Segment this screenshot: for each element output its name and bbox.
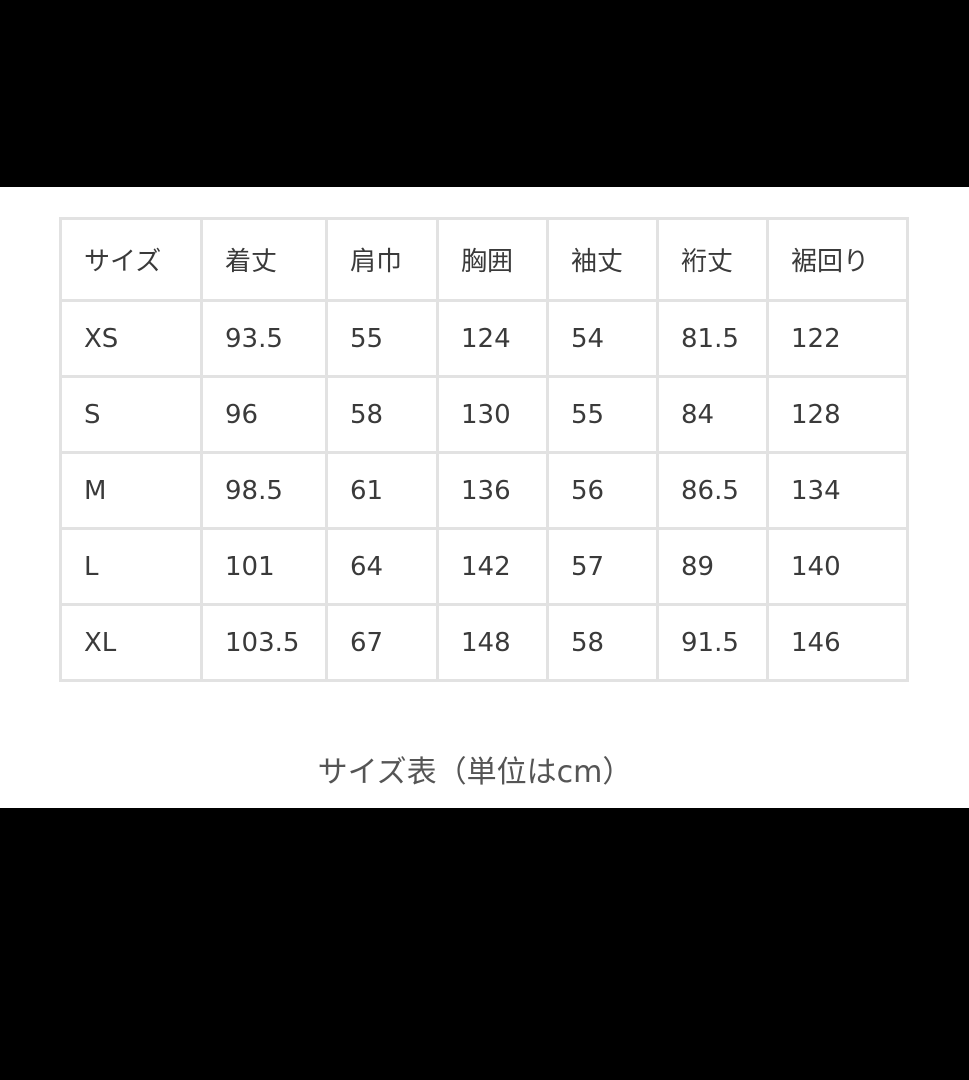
table-cell: XS: [59, 299, 203, 378]
table-cell: 124: [436, 299, 549, 378]
header-cell: 胸囲: [436, 217, 549, 302]
header-cell: 裾回り: [766, 217, 909, 302]
table-cell: 96: [200, 375, 328, 454]
table-cell: 122: [766, 299, 909, 378]
table-row: S 96 58 130 55 84 128: [59, 375, 909, 454]
table-cell: 91.5: [656, 603, 769, 682]
size-table: サイズ 着丈 肩巾 胸囲 袖丈 裄丈 裾回り XS 93.5 55 124 54 81.5 122 S 96 5…: [59, 217, 909, 682]
table-cell: 67: [325, 603, 439, 682]
table-cell: 55: [325, 299, 439, 378]
table-row: L 101 64 142 57 89 140: [59, 527, 909, 606]
header-cell: 袖丈: [546, 217, 659, 302]
table-cell: 136: [436, 451, 549, 530]
table-cell: 84: [656, 375, 769, 454]
table-cell: 58: [325, 375, 439, 454]
table-row: XS 93.5 55 124 54 81.5 122: [59, 299, 909, 378]
table-cell: 101: [200, 527, 328, 606]
table-cell: 58: [546, 603, 659, 682]
table-cell: 130: [436, 375, 549, 454]
table-cell: 142: [436, 527, 549, 606]
header-row: サイズ 着丈 肩巾 胸囲 袖丈 裄丈 裾回り: [59, 217, 909, 302]
table-cell: XL: [59, 603, 203, 682]
table-cell: 81.5: [656, 299, 769, 378]
table-cell: 57: [546, 527, 659, 606]
table-cell: 54: [546, 299, 659, 378]
table-cell: 61: [325, 451, 439, 530]
table-cell: L: [59, 527, 203, 606]
header-cell: 着丈: [200, 217, 328, 302]
table-cell: 89: [656, 527, 769, 606]
table-cell: 55: [546, 375, 659, 454]
size-chart-panel: サイズ 着丈 肩巾 胸囲 袖丈 裄丈 裾回り XS 93.5 55 124 54 81.5 122 S 96 5…: [0, 187, 969, 808]
table-cell: 98.5: [200, 451, 328, 530]
table-cell: 134: [766, 451, 909, 530]
table-cell: 148: [436, 603, 549, 682]
table-row: M 98.5 61 136 56 86.5 134: [59, 451, 909, 530]
header-cell: 肩巾: [325, 217, 439, 302]
table-cell: M: [59, 451, 203, 530]
table-cell: 86.5: [656, 451, 769, 530]
table-cell: 103.5: [200, 603, 328, 682]
table-cell: 146: [766, 603, 909, 682]
header-cell: 裄丈: [656, 217, 769, 302]
table-cell: 64: [325, 527, 439, 606]
table-caption: サイズ表（単位はcm）: [317, 755, 633, 790]
header-cell: サイズ: [59, 217, 203, 302]
table-cell: S: [59, 375, 203, 454]
table-cell: 56: [546, 451, 659, 530]
table-cell: 93.5: [200, 299, 328, 378]
table-row: XL 103.5 67 148 58 91.5 146: [59, 603, 909, 682]
table-cell: 128: [766, 375, 909, 454]
table-cell: 140: [766, 527, 909, 606]
